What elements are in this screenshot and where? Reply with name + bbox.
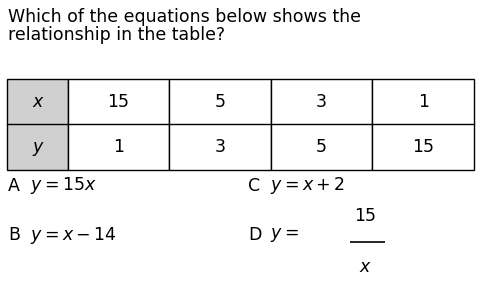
Text: D: D: [248, 226, 261, 244]
Bar: [169, 79, 270, 124]
Text: 1: 1: [113, 138, 124, 156]
Text: relationship in the table?: relationship in the table?: [8, 26, 225, 44]
Text: $y = 15x$: $y = 15x$: [30, 176, 96, 196]
Text: 15: 15: [411, 138, 433, 156]
Text: 3: 3: [315, 93, 326, 111]
Text: 3: 3: [214, 138, 225, 156]
Text: B: B: [8, 226, 20, 244]
Bar: [270, 124, 372, 170]
Text: 5: 5: [214, 93, 225, 111]
Text: 1: 1: [417, 93, 428, 111]
Text: $x$: $x$: [358, 258, 371, 276]
Bar: [372, 124, 473, 170]
Bar: [68, 79, 169, 124]
Bar: [68, 124, 169, 170]
Bar: [7, 79, 68, 124]
Text: 15: 15: [107, 93, 129, 111]
Text: $y=$: $y=$: [269, 226, 298, 244]
Text: Which of the equations below shows the: Which of the equations below shows the: [8, 8, 360, 26]
Text: $y = x + 2$: $y = x + 2$: [269, 176, 344, 196]
Bar: [169, 124, 270, 170]
Text: A: A: [8, 177, 20, 195]
Text: y: y: [32, 138, 42, 156]
Text: 5: 5: [315, 138, 326, 156]
Text: C: C: [248, 177, 260, 195]
Bar: [7, 124, 68, 170]
Text: $y = x - 14$: $y = x - 14$: [30, 225, 117, 245]
Text: x: x: [32, 93, 42, 111]
Bar: [270, 79, 372, 124]
Text: 15: 15: [353, 207, 375, 225]
Bar: [372, 79, 473, 124]
